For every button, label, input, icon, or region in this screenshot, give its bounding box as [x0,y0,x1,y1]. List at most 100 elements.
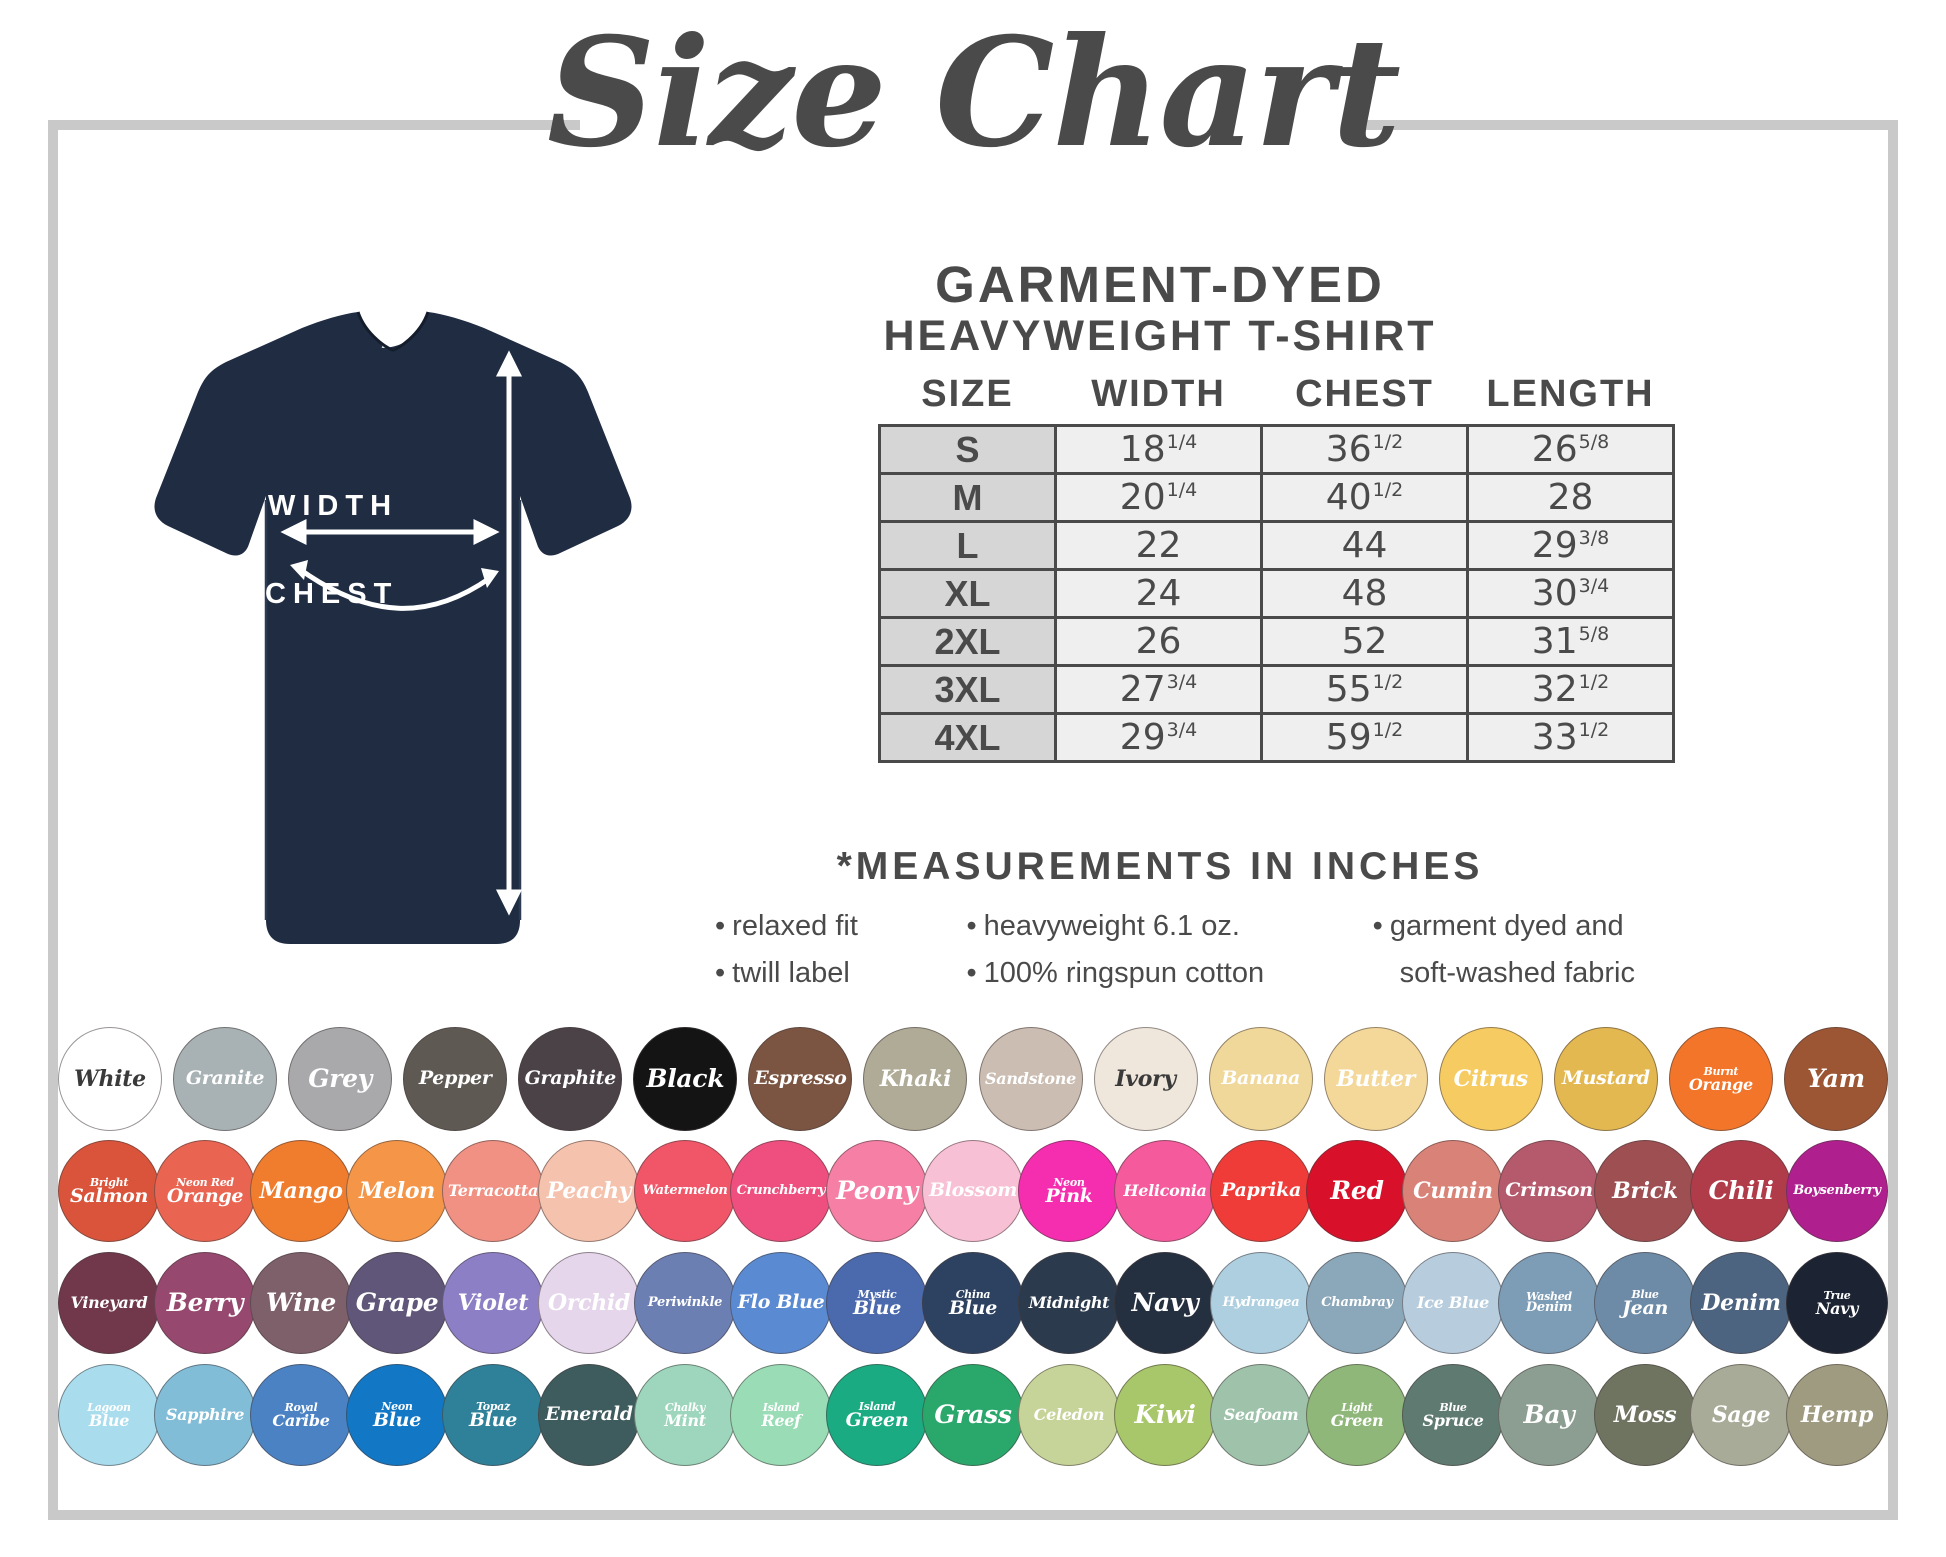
color-swatch[interactable]: Orchid [538,1252,640,1354]
features-list: • relaxed fit • twill label • heavyweight 6… [715,910,1635,990]
color-swatch[interactable]: Berry [154,1252,256,1354]
color-swatch[interactable]: Island Green [826,1364,928,1466]
fraction-superscript: 1/2 [1578,671,1610,693]
color-swatch[interactable]: Light Green [1306,1364,1408,1466]
color-swatch-label: Lagoon Blue [84,1402,133,1429]
color-swatch-label: Ivory [1115,1065,1176,1092]
color-swatch[interactable]: Midnight [1018,1252,1120,1354]
color-swatch[interactable]: Blossom [922,1140,1024,1242]
color-swatch[interactable]: Banana [1208,1027,1313,1131]
color-swatch[interactable]: Celedon [1018,1364,1120,1466]
color-swatch[interactable]: Yam [1783,1027,1888,1131]
color-swatch[interactable]: Hydrangea [1210,1252,1312,1354]
color-swatch[interactable]: Seafoam [1210,1364,1312,1466]
color-swatch[interactable]: Moss [1594,1364,1696,1466]
cell-chest: 44 [1260,520,1469,571]
color-swatch[interactable]: Mustard [1553,1027,1658,1131]
color-swatch-label-line1: Chalky [664,1400,706,1414]
color-swatch[interactable]: Chalky Mint [634,1364,736,1466]
color-swatch[interactable]: True Navy [1786,1252,1888,1354]
fraction-superscript: 5/8 [1578,623,1610,645]
product-line-1: GARMENT-DYED [935,256,1385,313]
color-swatch[interactable]: Grey [288,1027,393,1131]
color-swatch-label-line1: Burnt [1703,1064,1739,1078]
color-swatch[interactable]: Grape [346,1252,448,1354]
color-swatch-label: Watermelon [642,1182,728,1198]
color-swatch[interactable]: China Blue [922,1252,1024,1354]
color-swatch[interactable]: Red [1306,1140,1408,1242]
color-swatch[interactable]: Neon Blue [346,1364,448,1466]
color-swatch[interactable]: Sandstone [978,1027,1083,1131]
size-table: SIZE WIDTH CHEST LENGTH S 181/4 361/2 265/8… [878,373,1675,763]
color-swatch[interactable]: Wine [250,1252,352,1354]
color-swatch[interactable]: Melon [346,1140,448,1242]
color-swatch[interactable]: Ice Blue [1402,1252,1504,1354]
color-swatch[interactable]: Hemp [1786,1364,1888,1466]
color-swatch[interactable]: Khaki [863,1027,968,1131]
color-swatch[interactable]: Ivory [1093,1027,1198,1131]
color-swatch[interactable]: Topaz Blue [442,1364,544,1466]
color-swatch[interactable]: Brick [1594,1140,1696,1242]
fraction-superscript: 1/4 [1166,431,1198,453]
color-swatch[interactable]: White [58,1027,162,1131]
color-swatch[interactable]: Sage [1690,1364,1792,1466]
color-swatch[interactable]: Chambray [1306,1252,1408,1354]
color-swatch-label: Seafoam [1223,1405,1299,1425]
color-swatch-label: Island Green [843,1401,912,1430]
color-swatch[interactable]: Vineyard [58,1252,160,1354]
color-swatch[interactable]: Bright Salmon [58,1140,160,1242]
color-swatch[interactable]: Blue Jean [1594,1252,1696,1354]
color-swatch-label: Chambray [1321,1294,1393,1310]
color-swatch[interactable]: Chili [1690,1140,1792,1242]
color-swatch[interactable]: Crimson [1498,1140,1600,1242]
color-swatch[interactable]: Sapphire [154,1364,256,1466]
cell-width: 26 [1054,616,1263,667]
color-swatch[interactable]: Cumin [1402,1140,1504,1242]
color-swatch[interactable]: Mango [250,1140,352,1242]
color-swatch[interactable]: Violet [442,1252,544,1354]
color-swatch[interactable]: Bay [1498,1364,1600,1466]
color-swatch[interactable]: Kiwi [1114,1364,1216,1466]
color-swatch[interactable]: Island Reef [730,1364,832,1466]
color-swatch-label: Periwinkle [647,1294,723,1310]
color-swatch[interactable]: Paprika [1210,1140,1312,1242]
color-swatch[interactable]: Royal Caribe [250,1364,352,1466]
color-swatch-label: Light Green [1328,1402,1387,1429]
color-swatch[interactable]: Lagoon Blue [58,1364,160,1466]
color-swatch-label: Vineyard [70,1293,148,1313]
table-row: M 201/4 401/2 28 [878,472,1675,523]
color-swatch[interactable]: Terracotta [442,1140,544,1242]
color-swatch[interactable]: Neon Red Orange [154,1140,256,1242]
cell-size: 3XL [878,664,1057,715]
bullet-icon: • [1372,910,1383,942]
color-swatch-label: White [74,1065,146,1092]
color-swatch[interactable]: Graphite [518,1027,623,1131]
color-swatch-label: Ice Blue [1417,1293,1489,1313]
color-swatch-label: Neon Blue [370,1401,424,1430]
color-swatch[interactable]: Peachy [538,1140,640,1242]
color-swatch[interactable]: Neon Pink [1018,1140,1120,1242]
color-swatch[interactable]: Flo Blue [730,1252,832,1354]
color-swatch[interactable]: Watermelon [634,1140,736,1242]
color-swatch[interactable]: Heliconia [1114,1140,1216,1242]
color-swatch[interactable]: Boysenberry [1786,1140,1888,1242]
color-swatch[interactable]: Espresso [748,1027,853,1131]
color-swatch[interactable]: Denim [1690,1252,1792,1354]
color-swatch[interactable]: Citrus [1438,1027,1543,1131]
color-swatch[interactable]: Washed Denim [1498,1252,1600,1354]
color-swatch[interactable]: Pepper [403,1027,508,1131]
color-swatch[interactable]: Grass [922,1364,1024,1466]
color-swatch[interactable]: Periwinkle [634,1252,736,1354]
color-swatch[interactable]: Burnt Orange [1668,1027,1773,1131]
color-swatch[interactable]: Mystic Blue [826,1252,928,1354]
color-swatch[interactable]: Crunchberry [730,1140,832,1242]
color-swatch[interactable]: Granite [173,1027,278,1131]
color-swatch[interactable]: Blue Spruce [1402,1364,1504,1466]
color-swatch[interactable]: Butter [1323,1027,1428,1131]
color-swatch-label: Grape [355,1288,439,1318]
color-swatch[interactable]: Emerald [538,1364,640,1466]
header-length: LENGTH [1486,373,1655,415]
color-swatch[interactable]: Navy [1114,1252,1216,1354]
color-swatch[interactable]: Black [633,1027,738,1131]
color-swatch[interactable]: Peony [826,1140,928,1242]
